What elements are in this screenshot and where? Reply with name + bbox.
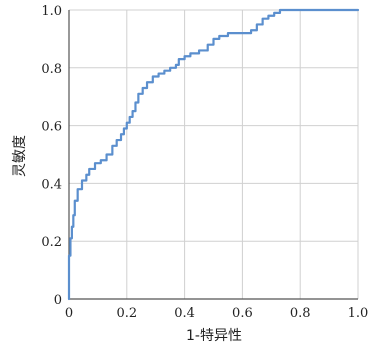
roc-curve-line bbox=[67, 8, 360, 301]
series-layer bbox=[67, 8, 360, 301]
y-axis-title: 灵敏度 bbox=[12, 135, 28, 177]
x-tick-label: 1.0 bbox=[348, 306, 369, 321]
x-tick-label: 0.8 bbox=[290, 306, 311, 321]
x-tick-label: 0.4 bbox=[174, 306, 195, 321]
x-tick-label: 0.2 bbox=[116, 306, 137, 321]
y-tick-label: 0.2 bbox=[41, 235, 62, 250]
y-tick-label: 0 bbox=[54, 293, 62, 308]
x-axis-title: 1-特异性 bbox=[186, 328, 242, 344]
y-tick-label: 0.6 bbox=[41, 120, 62, 135]
y-tick-label: 0.8 bbox=[41, 62, 62, 77]
y-tick-label: 0.4 bbox=[41, 177, 62, 192]
y-tick-label: 1.0 bbox=[41, 4, 62, 19]
x-tick-label: 0 bbox=[65, 306, 73, 321]
y-tick-labels: 0 0.2 0.4 0.6 0.8 1.0 bbox=[41, 4, 62, 308]
axes bbox=[68, 10, 358, 300]
x-tick-labels: 0 0.2 0.4 0.6 0.8 1.0 bbox=[65, 306, 368, 321]
x-tick-label: 0.6 bbox=[232, 306, 253, 321]
